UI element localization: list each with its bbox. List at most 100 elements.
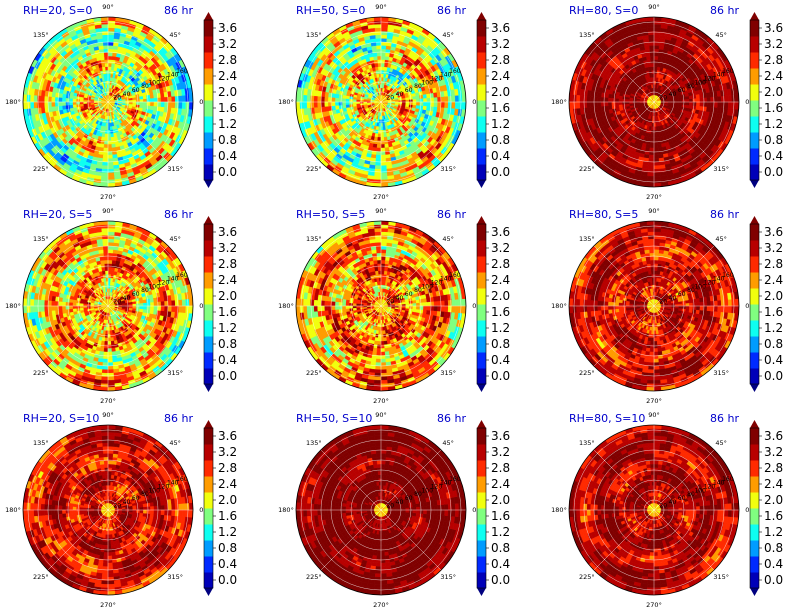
heatmap-field xyxy=(23,425,193,595)
radial-tick-label: 60 xyxy=(405,495,413,502)
colorbar-tick-label: 3.6 xyxy=(218,21,237,35)
colorbar-tick-label: 3.2 xyxy=(218,37,237,51)
polar-frame xyxy=(295,220,467,392)
angle-tick-label: 45° xyxy=(442,235,454,243)
colorbar-segment xyxy=(204,460,213,477)
angular-grid-line xyxy=(380,305,442,367)
colorbar-segment xyxy=(750,256,759,273)
colorbar-segment xyxy=(477,148,486,165)
colorbar-extend-max xyxy=(204,12,213,20)
colorbar-frame xyxy=(749,223,760,385)
colorbar-segment xyxy=(204,508,213,525)
colorbar-extend-max xyxy=(750,216,759,224)
angular-grid-line xyxy=(653,449,715,511)
colorbar-tick-label: 0.8 xyxy=(218,337,237,351)
polar-frame xyxy=(22,220,194,392)
colorbar-extend-max xyxy=(750,12,759,20)
colorbar-segment xyxy=(750,84,759,101)
radial-tick-label: 100 xyxy=(148,79,160,86)
radial-tick-label: 40 xyxy=(396,499,404,506)
angular-grid-line xyxy=(653,509,715,571)
colorbar-tick-label: 2.4 xyxy=(491,273,510,287)
colorbar-segment xyxy=(477,508,486,525)
angular-grid-line xyxy=(380,509,442,571)
colorbar-segment xyxy=(204,272,213,289)
colorbar-segment xyxy=(204,476,213,493)
colorbar-frame xyxy=(476,19,487,181)
colorbar-tick-label: 0.0 xyxy=(218,369,237,383)
radial-tick-label: 120 xyxy=(158,280,170,287)
colorbar-segment xyxy=(750,224,759,241)
angle-tick-label: 135° xyxy=(579,439,595,447)
colorbar-tick-label: 1.6 xyxy=(218,101,237,115)
angle-tick-label: 315° xyxy=(440,165,456,173)
colorbar-tick-label: 2.0 xyxy=(491,493,510,507)
colorbar-extend-min xyxy=(477,180,486,188)
colorbar-frame xyxy=(476,427,487,589)
colorbar-tick-label: 1.2 xyxy=(764,117,783,131)
radial-tick-label: 120 xyxy=(431,484,443,491)
angle-tick-label: 225° xyxy=(33,165,49,173)
radial-tick-label: 100 xyxy=(148,487,160,494)
colorbar-extend-max xyxy=(750,420,759,428)
radial-tick-label: 140 xyxy=(713,276,725,283)
colorbar-segment xyxy=(477,288,486,305)
colorbar-segment xyxy=(750,556,759,573)
panel-time-label: 86 hr xyxy=(164,208,193,221)
heatmap-field xyxy=(23,221,193,391)
angle-tick-label: 45° xyxy=(169,235,181,243)
colorbar-segment xyxy=(750,460,759,477)
colorbar-tick-label: 1.6 xyxy=(764,509,783,523)
radial-tick-label: 60 xyxy=(132,87,140,94)
colorbar-segment xyxy=(477,20,486,37)
colorbar-segment xyxy=(204,68,213,85)
panel-title: RH=20, S=5 xyxy=(23,208,92,221)
radial-tick-label: 40 xyxy=(669,295,677,302)
colorbar: 0.0 0.4 0.8 1.2 1.6 2.0 2.4 2.8 3.2 3.6 xyxy=(749,12,783,188)
polar-frame xyxy=(568,424,740,596)
colorbar-tick-label: 1.2 xyxy=(491,525,510,539)
radial-tick-label: 100 xyxy=(421,487,433,494)
radial-tick-label: 20 xyxy=(659,299,667,306)
colorbar-tick-label: 3.6 xyxy=(218,429,237,443)
radial-tick-label: 60 xyxy=(405,87,413,94)
radial-tick-label: 100 xyxy=(421,283,433,290)
colorbar-tick-label: 1.6 xyxy=(491,305,510,319)
panel-time-label: 86 hr xyxy=(164,4,193,17)
colorbar-extend-min xyxy=(204,588,213,596)
radial-tick-label: 80 xyxy=(141,491,149,498)
angular-grid-line xyxy=(47,41,109,103)
colorbar-segment xyxy=(204,224,213,241)
colorbar: 0.0 0.4 0.8 1.2 1.6 2.0 2.4 2.8 3.2 3.6 xyxy=(749,216,783,392)
colorbar: 0.0 0.4 0.8 1.2 1.6 2.0 2.4 2.8 3.2 3.6 xyxy=(476,420,510,596)
colorbar-tick-label: 0.8 xyxy=(491,337,510,351)
radial-tick-label: 40 xyxy=(396,295,404,302)
colorbar-segment xyxy=(477,492,486,509)
radial-tick-label: 160 xyxy=(449,272,461,279)
colorbar-tick-label: 0.4 xyxy=(218,149,237,163)
heatmap-field xyxy=(296,17,466,187)
angle-tick-label: 135° xyxy=(579,235,595,243)
colorbar-tick-label: 1.6 xyxy=(764,101,783,115)
colorbar-segment xyxy=(204,84,213,101)
angular-grid-line xyxy=(593,509,655,571)
angle-tick-label: 90° xyxy=(375,207,387,215)
angle-tick-label: 315° xyxy=(713,369,729,377)
colorbar-segment xyxy=(204,240,213,257)
angle-tick-label: 45° xyxy=(715,439,727,447)
radial-tick-label: 20 xyxy=(659,503,667,510)
angle-tick-label: 225° xyxy=(306,165,322,173)
angular-grid-line xyxy=(47,245,109,307)
radial-tick-label: 20 xyxy=(113,299,121,306)
colorbar-frame xyxy=(749,19,760,181)
colorbar-segment xyxy=(477,428,486,445)
colorbar-segment xyxy=(204,132,213,149)
colorbar-segment xyxy=(204,52,213,69)
colorbar-segment xyxy=(477,36,486,53)
angle-tick-label: 180° xyxy=(278,506,294,514)
angular-grid-line xyxy=(593,101,655,163)
